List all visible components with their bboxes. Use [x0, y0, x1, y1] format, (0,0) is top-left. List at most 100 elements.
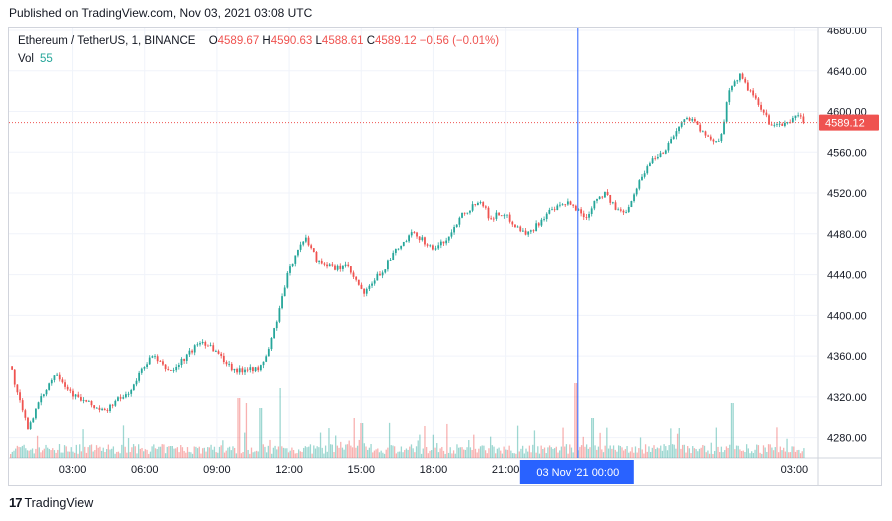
volume-bar — [333, 452, 335, 458]
candle-body — [696, 121, 699, 125]
candle-body — [701, 131, 704, 133]
volume-bar — [30, 449, 32, 458]
candle-body — [439, 241, 442, 246]
volume-bar — [358, 439, 360, 458]
candle-body — [72, 390, 74, 397]
volume-bar — [619, 445, 621, 458]
candle-body — [606, 191, 609, 195]
candle-body — [572, 204, 575, 206]
candle-body — [140, 368, 143, 373]
volume-bar — [466, 447, 468, 458]
volume-bar — [303, 447, 305, 458]
candle-body — [577, 209, 580, 211]
candle-body — [625, 212, 628, 213]
low-label: L — [315, 35, 322, 47]
volume-bar — [190, 452, 192, 458]
volume-bar — [425, 447, 428, 458]
volume-bar — [432, 434, 435, 458]
candle-body — [561, 204, 564, 206]
volume-bar — [351, 447, 354, 458]
volume-bar — [97, 447, 99, 458]
volume-bar — [262, 444, 264, 458]
volume-bar — [538, 453, 541, 458]
volume-bar — [218, 446, 221, 458]
volume-bar — [639, 437, 642, 458]
candle-body — [641, 176, 643, 181]
candle-body — [781, 123, 784, 126]
volume-bar — [183, 450, 185, 458]
candle-body — [259, 365, 262, 371]
symbol-label[interactable]: Ethereum / TetherUS, 1, BINANCE — [18, 35, 196, 47]
volume-bar — [724, 450, 726, 458]
candle-body — [236, 368, 238, 373]
candle-body — [45, 389, 48, 395]
volume-bar — [730, 403, 733, 458]
volume-bar — [220, 445, 222, 458]
y-tick-label: 4640.00 — [827, 66, 867, 78]
volume-bar — [463, 449, 465, 458]
candle-body — [151, 356, 154, 358]
candle-body — [709, 136, 712, 140]
candle-body — [125, 394, 127, 398]
volume-bar — [399, 451, 401, 458]
volume-bar — [21, 445, 24, 458]
volume-bar — [151, 446, 153, 458]
volume-bar — [102, 447, 104, 458]
volume-bar — [329, 444, 332, 458]
candle-body — [122, 397, 125, 399]
volume-bar — [25, 448, 27, 458]
volume-bar — [591, 418, 593, 458]
volume-bar — [244, 432, 246, 458]
volume-bar — [210, 444, 212, 458]
volume-bar — [387, 447, 389, 458]
volume-bar — [363, 443, 365, 458]
tradingview-footer[interactable]: 17 TradingView — [9, 495, 93, 510]
candle-body — [162, 361, 164, 365]
volume-bar — [114, 453, 116, 458]
candle-body — [479, 202, 482, 203]
candle-body — [222, 355, 225, 363]
volume-bar — [397, 451, 399, 458]
volume-bar — [277, 446, 280, 458]
y-tick-label: 4440.00 — [827, 270, 867, 282]
volume-bar — [562, 427, 564, 458]
volume-bar — [15, 448, 17, 458]
volume-bar — [191, 453, 194, 458]
volume-bar — [11, 451, 13, 458]
candle-body — [736, 80, 739, 82]
volume-bar — [230, 450, 232, 458]
volume-bar — [702, 444, 704, 458]
volume-bar — [111, 448, 113, 458]
candle-body — [368, 285, 371, 289]
candle-body — [299, 244, 302, 250]
volume-bar — [355, 447, 357, 458]
volume-bar — [685, 452, 687, 458]
volume-bar — [774, 447, 776, 458]
volume-bar — [176, 447, 179, 458]
volume-bar — [656, 447, 659, 458]
volume-bar — [604, 445, 606, 458]
volume-bar — [473, 434, 475, 458]
candle-body — [352, 272, 355, 277]
price-chart[interactable]: 4280.00 4320.00 4360.00 4400.00 4440.00 4480.… — [9, 28, 881, 485]
volume-bar — [112, 446, 115, 458]
candle-body — [416, 232, 418, 237]
volume-bar — [215, 452, 217, 458]
volume-bar — [660, 445, 662, 458]
volume-bar — [242, 451, 244, 458]
candle-body — [304, 237, 307, 242]
volume-bar — [282, 447, 285, 458]
candle-body — [217, 351, 220, 354]
volume-bar — [749, 453, 751, 458]
candle-body — [482, 202, 485, 207]
candle-body — [739, 73, 741, 81]
volume-bar — [163, 444, 165, 458]
candle-body — [773, 124, 776, 126]
volume-bar — [646, 451, 648, 458]
crosshair-time-bg — [519, 460, 634, 484]
candle-body — [686, 118, 688, 120]
candle-body — [58, 374, 61, 380]
candle-body — [466, 212, 469, 214]
candle-body — [326, 264, 328, 267]
volume-bar — [116, 451, 118, 458]
